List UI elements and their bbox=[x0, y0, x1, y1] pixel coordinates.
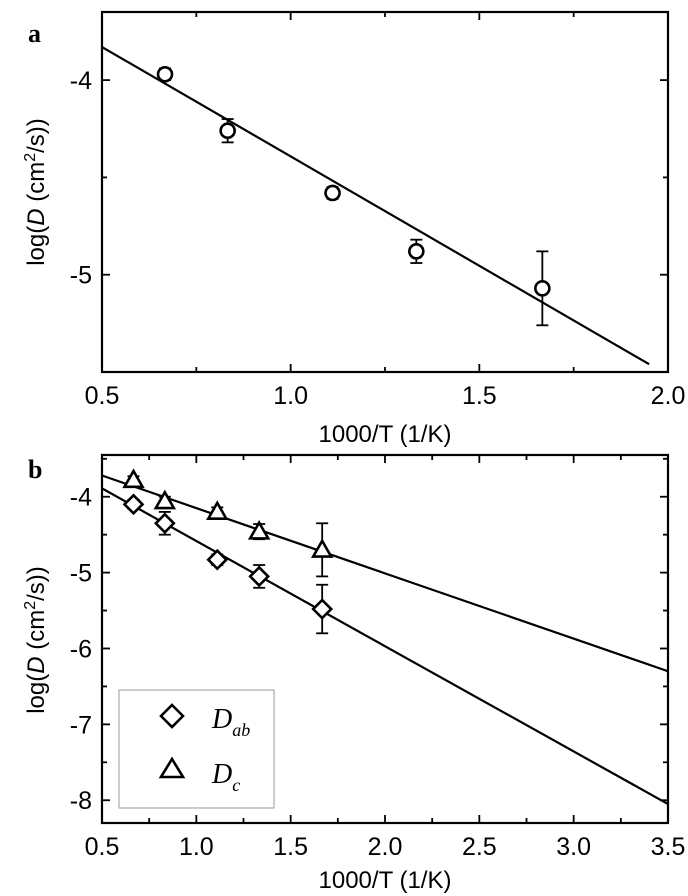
legend-label-dc: Dc bbox=[211, 759, 240, 795]
data-point-triangle bbox=[247, 520, 271, 541]
y-tick-label: -8 bbox=[70, 787, 92, 815]
circle-marker bbox=[408, 243, 425, 260]
x-tick-label: 2.0 bbox=[368, 833, 403, 861]
triangle-marker bbox=[247, 520, 271, 540]
ylabel-superscript: 2 bbox=[22, 601, 39, 610]
y-tick-label: -4 bbox=[70, 67, 92, 95]
data-point-circle bbox=[408, 238, 425, 264]
x-tick-label: 1.5 bbox=[273, 833, 308, 861]
data-point-diamond bbox=[311, 583, 334, 635]
legend-dc-main: D bbox=[211, 759, 232, 790]
fit-line-1 bbox=[101, 474, 669, 673]
x-tick-label: 1.0 bbox=[179, 833, 214, 861]
ylabel-symbol: D bbox=[23, 656, 50, 673]
ylabel-symbol: D bbox=[23, 208, 50, 225]
legend-dc-sub: c bbox=[232, 775, 240, 795]
triangle-marker bbox=[206, 500, 229, 520]
panel-b-ticks: 0.5 1.0 1.5 2.0 2.5 3.0 3.5 -4 -5 -6 -7 -8 bbox=[70, 455, 686, 861]
x-tick-label: 2.0 bbox=[651, 382, 686, 410]
fit-line-0 bbox=[101, 487, 669, 805]
x-tick-label: 1.0 bbox=[273, 382, 308, 410]
panel-b-legend: Dab Dc bbox=[118, 689, 275, 809]
data-point-circle bbox=[219, 118, 236, 144]
y-tick-label: -7 bbox=[70, 711, 92, 739]
y-tick-label: -5 bbox=[70, 262, 92, 290]
legend-triangle-marker bbox=[158, 756, 186, 779]
panel-b-label: b bbox=[28, 455, 42, 484]
ylabel-suffix: /s)) bbox=[23, 566, 50, 601]
ylabel-superscript: 2 bbox=[22, 153, 39, 162]
data-point-circle bbox=[324, 184, 341, 202]
x-tick-label: 2.5 bbox=[462, 833, 497, 861]
x-tick-label: 0.5 bbox=[85, 382, 120, 410]
legend-label-dab: Dab bbox=[211, 704, 250, 740]
panel-a-plot-frame bbox=[100, 10, 670, 374]
legend-diamond-marker bbox=[159, 703, 185, 729]
ylabel-unit: (cm bbox=[23, 610, 50, 657]
circle-marker bbox=[534, 280, 551, 297]
diamond-marker bbox=[122, 493, 145, 516]
ylabel-suffix: /s)) bbox=[23, 118, 50, 153]
data-point-triangle bbox=[122, 468, 145, 489]
data-point-triangle bbox=[206, 500, 229, 520]
data-point-diamond bbox=[248, 564, 270, 589]
ylabel-prefix: log( bbox=[23, 226, 50, 266]
x-tick-label: 1.5 bbox=[462, 382, 497, 410]
x-tick-label: 0.5 bbox=[85, 833, 120, 861]
data-point-diamond bbox=[206, 548, 229, 571]
legend-box bbox=[118, 689, 275, 809]
y-tick-label: -6 bbox=[70, 635, 92, 663]
panel-a-x-axis-title: 1000/T (1/K) bbox=[319, 421, 452, 448]
circle-marker bbox=[324, 184, 341, 202]
panel-a-ticks: 0.5 1.0 1.5 2.0 -4 -5 bbox=[70, 12, 686, 410]
panel-b-fit-lines bbox=[101, 474, 669, 805]
ylabel-prefix: log( bbox=[23, 674, 50, 714]
data-point-diamond bbox=[122, 493, 145, 516]
panel-a-data-points bbox=[156, 65, 551, 327]
fit-line-0 bbox=[101, 46, 650, 366]
triangle-marker bbox=[310, 538, 334, 558]
y-tick-label: -4 bbox=[70, 484, 92, 512]
data-point-circle bbox=[534, 250, 551, 327]
data-point-diamond bbox=[153, 511, 176, 536]
panel-b-y-axis-title: log(D (cm2/s)) bbox=[22, 566, 50, 714]
triangle-marker bbox=[153, 489, 177, 510]
panel-b: b 0.5 1.0 1.5 2.0 2.5 3.0 3.5 -4 -5 -6 -7 -8 1000/T… bbox=[22, 453, 686, 894]
x-tick-label: 3.0 bbox=[556, 833, 591, 861]
panel-a: a 0.5 1.0 1.5 2.0 -4 -5 1000/T (1/K) log(D (c… bbox=[22, 10, 686, 448]
panel-a-y-axis-title: log(D (cm2/s)) bbox=[22, 118, 50, 266]
data-point-triangle bbox=[310, 522, 334, 578]
data-point-triangle bbox=[153, 489, 177, 510]
diamond-marker bbox=[248, 565, 270, 588]
data-point-circle bbox=[156, 65, 174, 83]
panel-b-x-axis-title: 1000/T (1/K) bbox=[319, 867, 452, 894]
circle-marker bbox=[156, 65, 174, 83]
triangle-marker bbox=[122, 468, 145, 489]
panel-a-fit-lines bbox=[101, 46, 650, 366]
x-tick-label: 3.5 bbox=[651, 833, 686, 861]
ylabel-unit: (cm bbox=[23, 162, 50, 209]
legend-dab-main: D bbox=[211, 704, 232, 735]
panel-b-data-points bbox=[122, 468, 334, 635]
circle-marker bbox=[219, 122, 236, 140]
panel-a-label: a bbox=[28, 19, 41, 48]
legend-dab-sub: ab bbox=[232, 720, 250, 740]
diamond-marker bbox=[311, 598, 334, 620]
diamond-marker bbox=[153, 512, 176, 535]
y-tick-label: -5 bbox=[70, 560, 92, 588]
diamond-marker bbox=[206, 548, 229, 571]
